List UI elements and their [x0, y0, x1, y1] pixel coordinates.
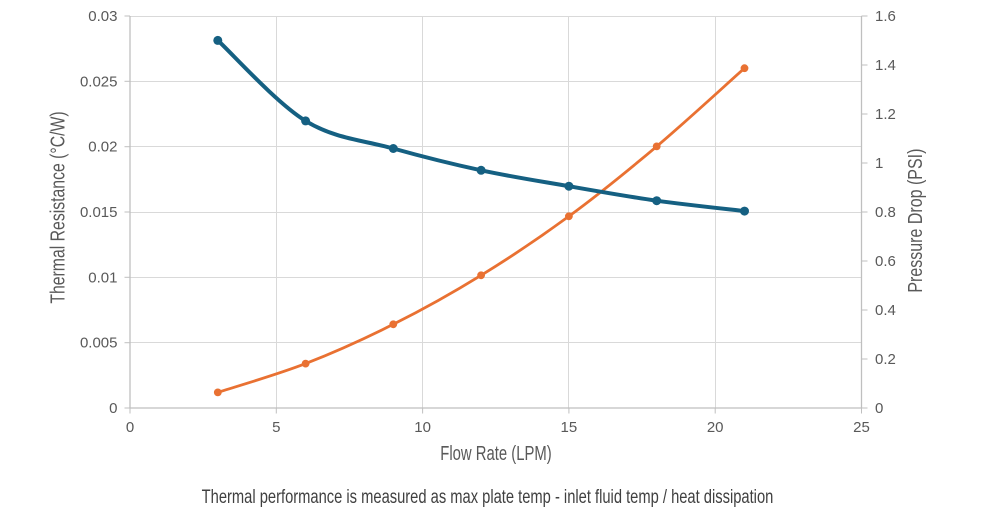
svg-text:20: 20 — [707, 419, 724, 436]
svg-text:0.005: 0.005 — [80, 335, 118, 352]
svg-text:0: 0 — [109, 400, 117, 417]
svg-text:10: 10 — [414, 419, 431, 436]
svg-text:0.015: 0.015 — [80, 204, 118, 221]
svg-text:0.025: 0.025 — [80, 73, 118, 90]
svg-text:0.02: 0.02 — [88, 139, 117, 156]
svg-text:15: 15 — [561, 419, 578, 436]
svg-text:Flow Rate (LPM): Flow Rate (LPM) — [440, 442, 551, 465]
svg-text:5: 5 — [272, 419, 280, 436]
svg-text:25: 25 — [853, 419, 870, 436]
svg-text:0.4: 0.4 — [875, 302, 896, 319]
svg-text:Pressure Drop (PSI): Pressure Drop (PSI) — [904, 149, 926, 293]
svg-text:0: 0 — [126, 419, 134, 436]
svg-text:1.2: 1.2 — [875, 106, 896, 123]
svg-text:0.03: 0.03 — [88, 8, 117, 25]
svg-text:1.6: 1.6 — [875, 8, 896, 25]
svg-text:0.01: 0.01 — [88, 269, 117, 286]
svg-text:0.2: 0.2 — [875, 351, 896, 368]
svg-text:1.4: 1.4 — [875, 57, 896, 74]
svg-text:1: 1 — [875, 155, 883, 172]
svg-text:0: 0 — [875, 400, 883, 417]
svg-text:0.8: 0.8 — [875, 204, 896, 221]
svg-text:Thermal Resistance (°C/W): Thermal Resistance (°C/W) — [47, 111, 69, 303]
svg-text:Thermal performance is measure: Thermal performance is measured as max p… — [202, 486, 774, 507]
svg-text:0.6: 0.6 — [875, 253, 896, 270]
